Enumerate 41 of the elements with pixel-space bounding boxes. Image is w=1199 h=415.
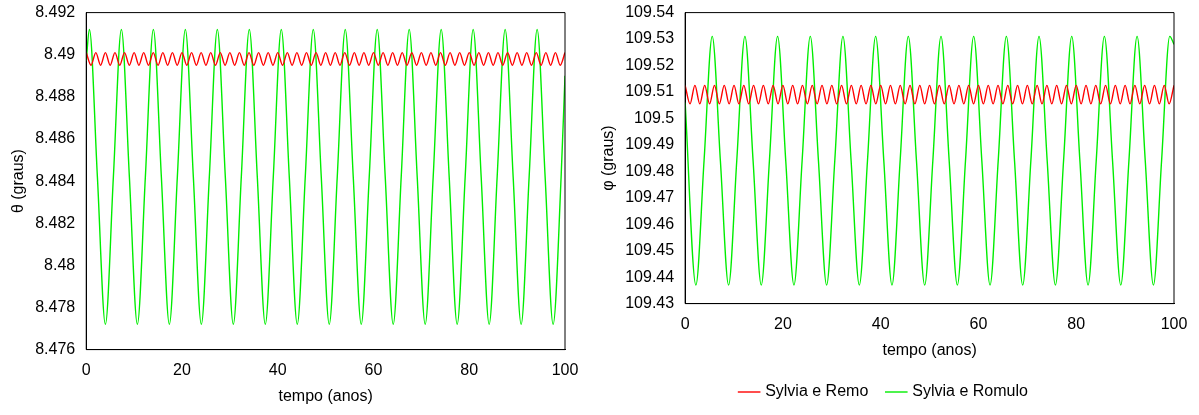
y-tick-label: 109.5 bbox=[634, 108, 675, 126]
y-tick-label: 8.488 bbox=[35, 87, 76, 105]
x-tick-label: 0 bbox=[680, 314, 690, 332]
y-tick-label: 8.49 bbox=[44, 45, 76, 63]
x-tick-label: 80 bbox=[1067, 314, 1086, 332]
y-tick-label: 109.43 bbox=[625, 294, 675, 312]
y-axis-title: θ (graus) bbox=[9, 149, 27, 214]
x-tick-label: 100 bbox=[551, 360, 579, 378]
x-tick-label: 60 bbox=[364, 360, 383, 378]
y-tick-label: 109.46 bbox=[625, 214, 675, 232]
y-tick-label: 8.486 bbox=[35, 129, 76, 147]
x-axis-title: tempo (anos) bbox=[278, 386, 373, 404]
y-tick-label: 8.48 bbox=[44, 255, 76, 273]
y-axis-title: φ (graus) bbox=[599, 125, 617, 191]
x-tick-label: 100 bbox=[1160, 314, 1188, 332]
line-series bbox=[86, 28, 565, 326]
y-tick-label: 109.51 bbox=[625, 82, 675, 100]
y-tick-label: 109.49 bbox=[625, 135, 675, 153]
legend-label: Sylvia e Remo bbox=[765, 382, 869, 400]
x-tick-label: 80 bbox=[460, 360, 479, 378]
x-tick-label: 60 bbox=[969, 314, 988, 332]
y-tick-label: 109.54 bbox=[625, 3, 675, 21]
x-tick-label: 0 bbox=[81, 360, 91, 378]
y-tick-label: 8.492 bbox=[35, 3, 76, 21]
legend-label: Sylvia e Romulo bbox=[912, 382, 1028, 400]
y-tick-label: 8.476 bbox=[35, 340, 76, 358]
y-tick-label: 109.45 bbox=[625, 241, 675, 259]
y-tick-label: 8.482 bbox=[35, 213, 76, 231]
x-tick-label: 20 bbox=[173, 360, 191, 378]
x-tick-label: 40 bbox=[268, 360, 287, 378]
y-tick-label: 8.478 bbox=[35, 297, 76, 315]
y-tick-label: 109.47 bbox=[625, 188, 675, 206]
y-tick-label: 109.48 bbox=[625, 161, 675, 179]
x-tick-label: 20 bbox=[774, 314, 792, 332]
x-axis-title: tempo (anos) bbox=[882, 340, 977, 358]
x-tick-label: 40 bbox=[871, 314, 890, 332]
y-tick-label: 109.53 bbox=[625, 29, 675, 47]
y-tick-label: 8.484 bbox=[35, 171, 76, 189]
y-tick-label: 109.52 bbox=[625, 55, 675, 73]
line-series bbox=[685, 35, 1174, 286]
y-tick-label: 109.44 bbox=[625, 267, 675, 285]
